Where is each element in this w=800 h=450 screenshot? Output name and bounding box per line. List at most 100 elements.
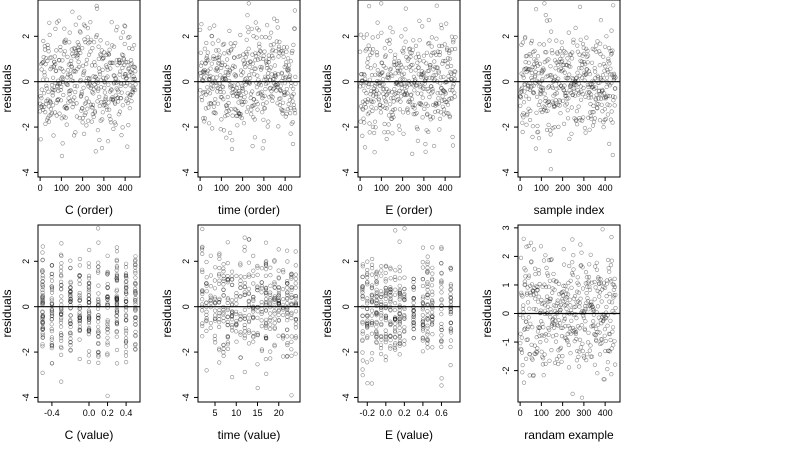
data-point <box>594 92 599 97</box>
data-point <box>53 68 58 73</box>
data-point <box>50 103 56 108</box>
data-point <box>213 265 218 270</box>
data-point <box>429 91 434 96</box>
data-point <box>246 80 252 85</box>
data-point <box>40 301 45 307</box>
data-point <box>221 312 226 317</box>
data-point <box>372 150 377 155</box>
data-point <box>265 80 270 85</box>
data-point <box>200 90 205 95</box>
data-point <box>125 144 130 149</box>
data-point <box>378 105 383 111</box>
data-point <box>583 130 588 135</box>
data-point <box>380 104 385 109</box>
data-point <box>77 306 82 311</box>
data-point <box>280 287 286 292</box>
data-point <box>51 87 56 93</box>
data-point <box>526 96 532 101</box>
data-point <box>276 302 281 307</box>
data-point <box>561 262 567 267</box>
data-point <box>252 72 257 77</box>
data-point <box>68 318 73 323</box>
data-point <box>522 266 527 271</box>
data-point <box>560 297 565 302</box>
data-point <box>448 87 453 93</box>
data-point <box>365 320 370 325</box>
data-point <box>598 51 603 57</box>
data-point <box>105 253 110 258</box>
data-point <box>49 313 55 319</box>
data-point <box>374 330 379 335</box>
data-point <box>374 269 379 274</box>
data-point <box>225 342 230 347</box>
data-point <box>411 320 416 325</box>
data-point <box>383 358 388 363</box>
data-point <box>77 47 82 52</box>
data-point <box>379 305 384 310</box>
data-point <box>49 326 54 332</box>
data-point <box>96 354 101 359</box>
data-point <box>133 341 138 347</box>
data-point <box>214 48 219 53</box>
data-point <box>579 89 584 94</box>
plot-frame <box>37 0 141 178</box>
data-point <box>249 103 255 109</box>
data-point <box>105 302 110 308</box>
data-point <box>572 80 577 85</box>
data-point <box>560 85 565 90</box>
data-point <box>229 107 234 112</box>
data-point <box>602 377 607 382</box>
data-point <box>549 73 554 78</box>
data-point <box>411 276 416 282</box>
data-point <box>448 266 453 271</box>
data-point <box>434 52 439 57</box>
data-point <box>130 71 135 76</box>
data-point <box>217 300 222 305</box>
data-point <box>444 110 449 116</box>
data-point <box>593 97 598 102</box>
data-point <box>217 81 222 86</box>
data-point <box>585 90 590 95</box>
data-point <box>607 332 613 337</box>
data-point <box>86 328 91 333</box>
data-point <box>226 70 231 75</box>
data-point <box>97 69 102 74</box>
data-point <box>204 58 209 63</box>
data-point <box>208 78 213 83</box>
data-point <box>431 102 436 108</box>
data-point <box>607 93 612 99</box>
data-point <box>238 285 243 290</box>
data-point <box>439 338 444 343</box>
data-point <box>96 66 102 71</box>
data-point <box>268 318 273 323</box>
y-tick-label: 0 <box>501 311 511 316</box>
data-point <box>221 319 226 324</box>
data-point <box>409 92 414 97</box>
data-point <box>114 302 119 307</box>
data-point <box>519 292 524 298</box>
data-point <box>40 244 45 249</box>
data-point <box>133 291 138 296</box>
data-point <box>264 60 269 65</box>
data-point <box>533 351 538 357</box>
data-point <box>546 326 551 331</box>
data-point <box>610 94 616 99</box>
data-point <box>40 60 45 65</box>
data-point <box>403 39 408 44</box>
data-point <box>453 46 458 52</box>
data-point <box>225 315 230 320</box>
data-point <box>386 113 392 118</box>
data-point <box>272 85 277 90</box>
data-point <box>586 330 591 335</box>
data-point <box>68 265 73 270</box>
data-point <box>97 94 102 99</box>
data-point <box>448 363 453 368</box>
data-point <box>123 318 128 323</box>
data-point <box>592 279 597 285</box>
data-point <box>571 253 576 258</box>
data-point <box>397 321 402 327</box>
data-point <box>578 117 583 123</box>
data-point <box>566 342 571 348</box>
data-point <box>214 84 219 89</box>
data-point <box>68 303 73 308</box>
